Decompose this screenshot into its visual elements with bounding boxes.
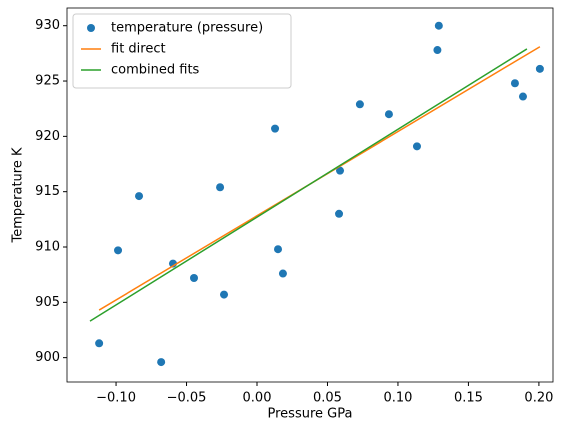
y-tick-label: 905 [35,295,60,310]
data-point [510,79,519,88]
data-point [157,358,166,367]
x-tick-label: 0.00 [243,391,272,406]
legend-label: fit direct [111,42,166,57]
x-tick-label: −0.10 [96,391,136,406]
data-point [434,21,443,30]
y-tick-label: 915 [35,184,60,199]
data-point [535,64,544,73]
y-tick-label: 930 [35,18,60,33]
y-axis-label: Temperature K [11,147,26,243]
x-tick-label: 0.05 [313,391,342,406]
data-point [216,183,225,192]
data-point [355,100,364,109]
y-tick-label: 925 [35,74,60,89]
data-point [135,192,144,201]
data-point [384,110,393,119]
data-point [114,246,123,255]
x-tick-label: −0.05 [167,391,207,406]
data-point [335,209,344,218]
data-point [412,142,421,151]
legend-label: temperature (pressure) [111,21,263,36]
y-tick-label: 900 [35,350,60,365]
legend-label: combined fits [111,63,200,78]
x-tick-label: 0.15 [454,391,483,406]
data-point [271,124,280,133]
plot-frame [66,7,554,383]
legend-marker [87,24,95,32]
legend-box [72,13,292,89]
x-tick-label: 0.10 [383,391,412,406]
data-point [336,166,345,175]
data-point [95,339,104,348]
x-tick-label: 0.20 [524,391,553,406]
data-point [274,245,283,254]
data-point [189,273,198,282]
x-axis-label: Pressure GPa [268,407,353,422]
data-point [220,290,229,299]
y-tick-label: 920 [35,129,60,144]
data-point [433,46,442,55]
data-point [518,92,527,101]
y-tick-label: 910 [35,240,60,255]
fit-line [89,48,528,322]
data-point [278,269,287,278]
